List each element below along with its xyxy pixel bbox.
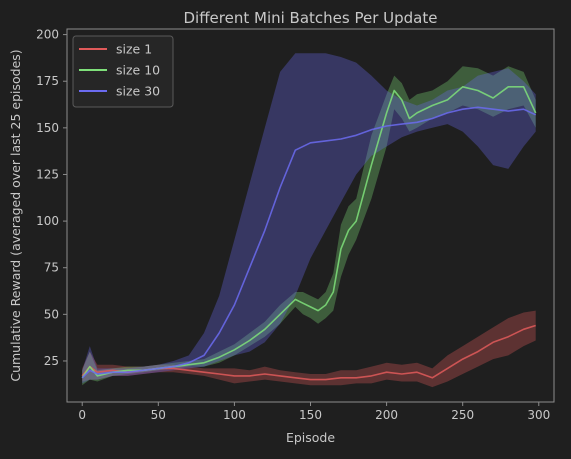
legend: size 1 size 10 size 30 [72,35,174,108]
chart-title: Different Mini Batches Per Update [184,9,438,27]
x-tick-label: 100 [223,408,246,422]
y-tick-label: 125 [36,167,59,181]
series-line-size-30 [81,106,537,379]
plot-area [81,53,537,388]
x-axis: 0 50 100 150 200 250 300 [78,402,550,422]
series-band-size-10 [82,66,536,386]
legend-label-size-30: size 30 [116,84,160,99]
x-tick-label: 250 [451,408,474,422]
y-tick-label: 25 [44,354,59,368]
y-tick-label: 75 [44,261,59,275]
y-tick-label: 50 [44,307,59,321]
x-tick-label: 200 [375,408,398,422]
y-axis-label: Cumulative Reward (averaged over last 25… [8,49,23,381]
legend-box [72,35,174,108]
x-axis-label: Episode [286,430,335,445]
legend-label-size-10: size 10 [116,63,160,78]
y-tick-label: 200 [36,28,59,42]
series-band-size-1 [82,310,536,388]
y-tick-label: 150 [36,121,59,135]
y-tick-label: 175 [36,74,59,88]
y-axis: 25 50 75 100 125 150 175 200 [36,28,67,368]
legend-label-size-1: size 1 [116,42,152,57]
series-band-size-30 [82,53,536,384]
x-tick-label: 0 [78,408,86,422]
y-tick-label: 100 [36,214,59,228]
x-tick-label: 50 [151,408,166,422]
x-tick-label: 300 [527,408,550,422]
x-tick-label: 150 [299,408,322,422]
